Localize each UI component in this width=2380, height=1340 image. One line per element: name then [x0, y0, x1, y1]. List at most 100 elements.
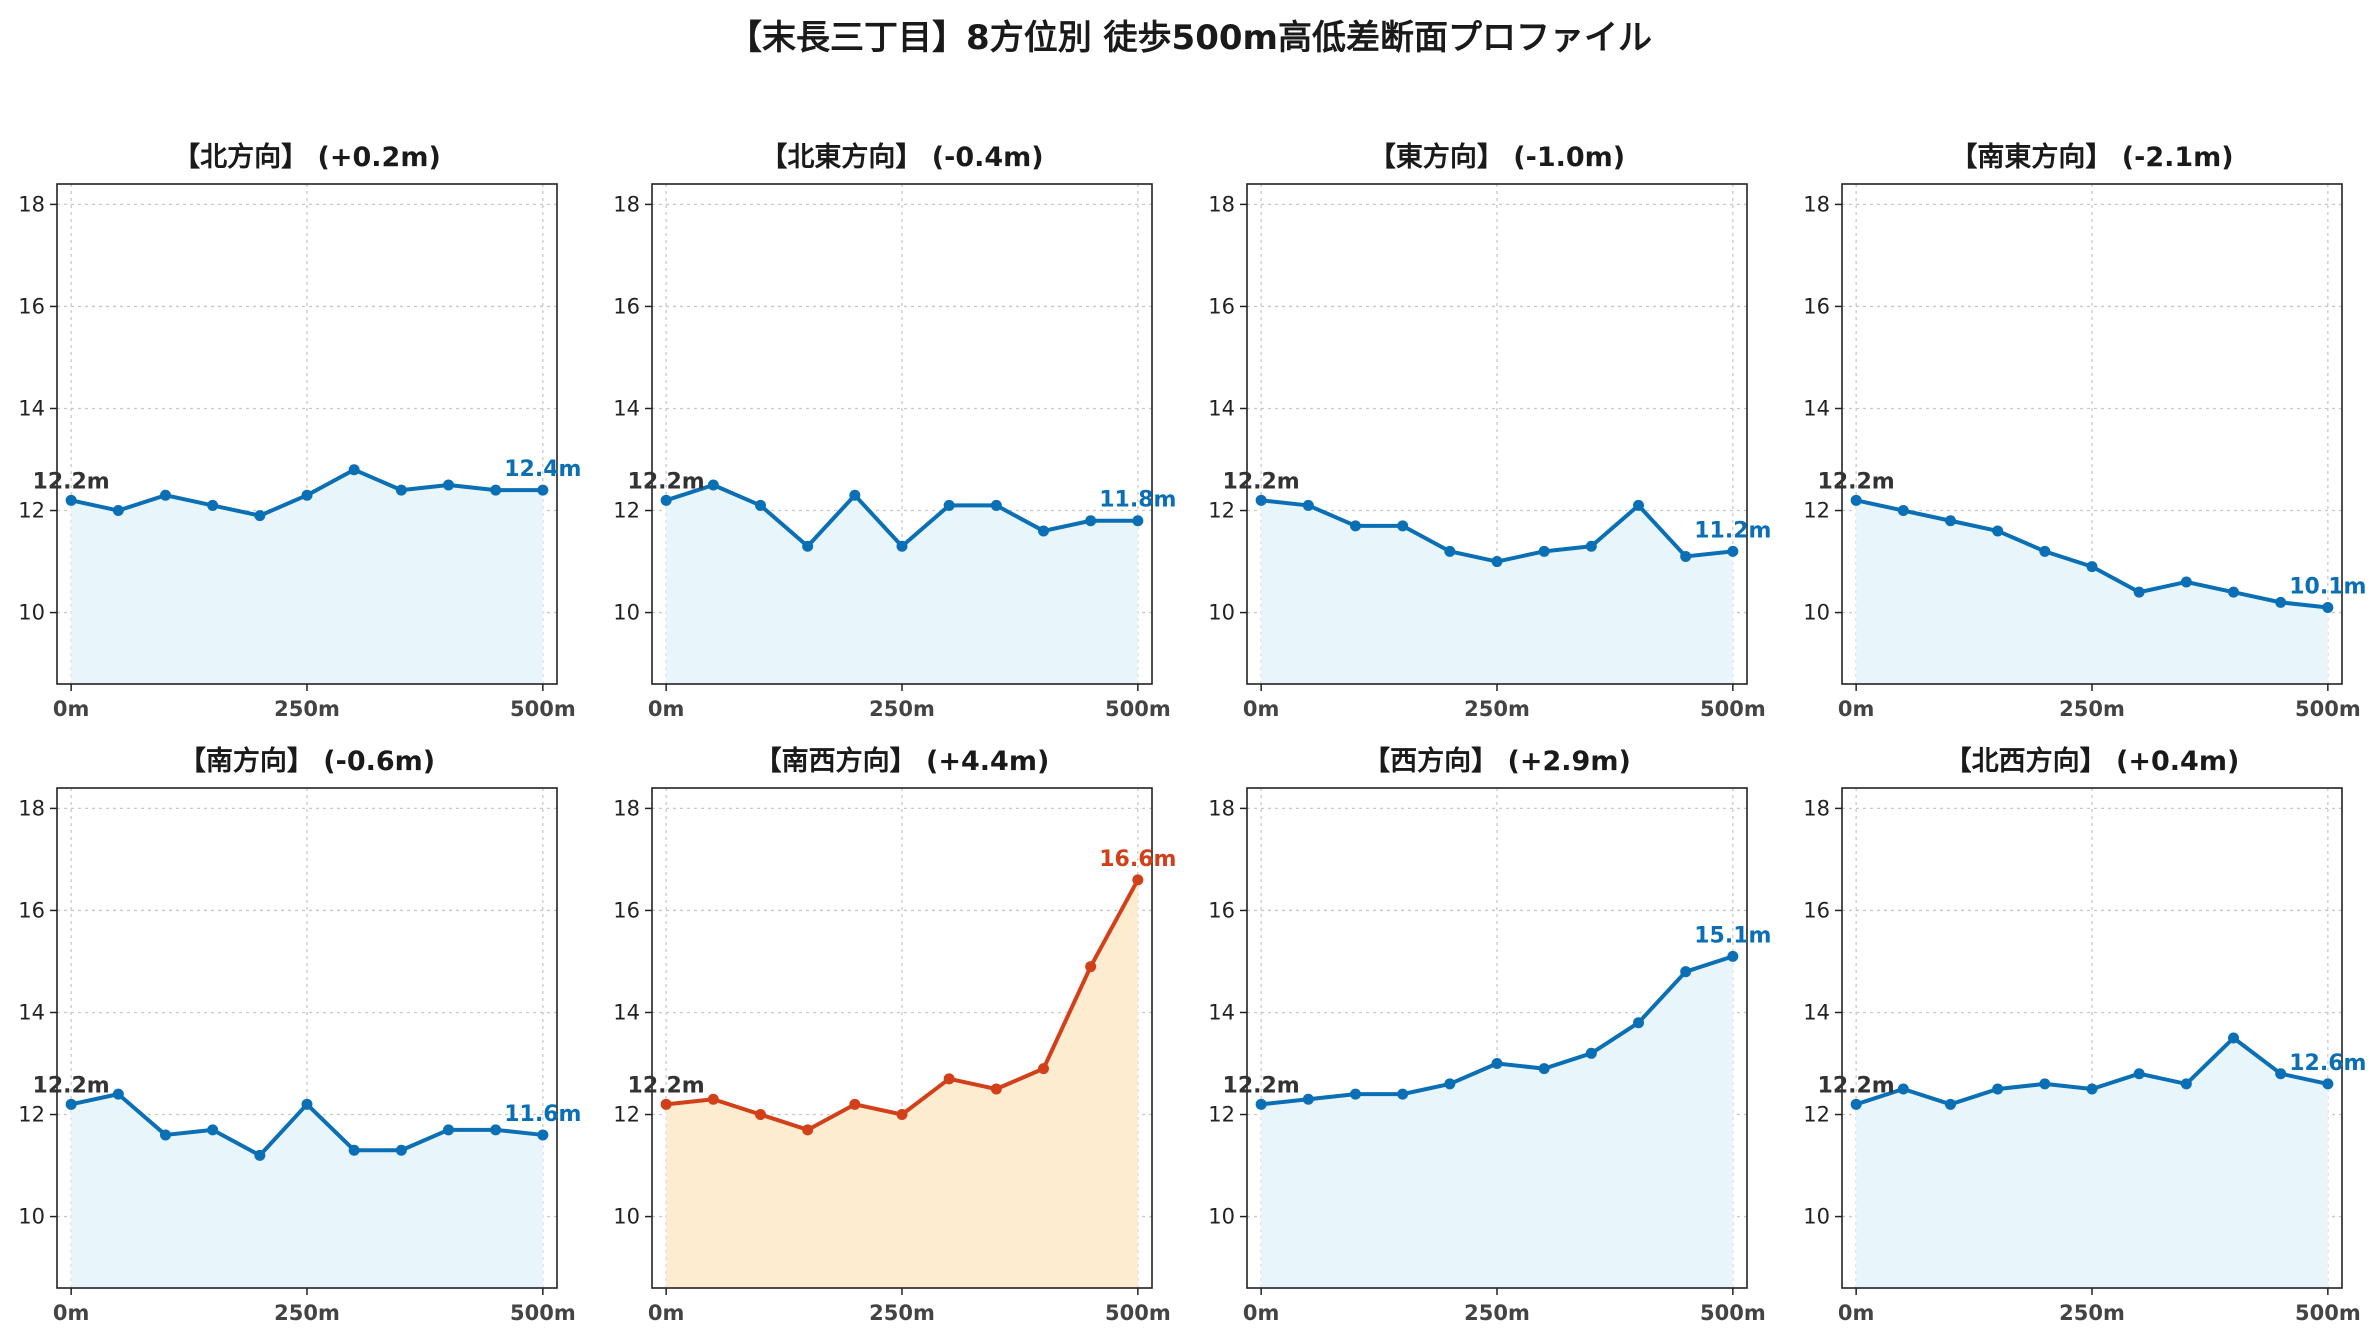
data-point	[443, 1124, 455, 1136]
x-tick-label: 500m	[1700, 1301, 1766, 1325]
area-fill	[1856, 500, 2328, 684]
panel-title: 【南東方向】 (-2.1m)	[1950, 141, 2233, 173]
y-tick-label: 14	[1803, 396, 1830, 420]
start-value-label: 12.2m	[33, 1073, 110, 1098]
data-point	[159, 489, 171, 501]
data-point	[1132, 515, 1144, 527]
start-value-label: 12.2m	[1818, 469, 1895, 494]
data-point	[1255, 1098, 1267, 1110]
y-tick-label: 16	[18, 294, 45, 318]
data-point	[1397, 520, 1409, 532]
panel-title: 【西方向】 (+2.9m)	[1363, 745, 1631, 777]
panel-title: 【東方向】 (-1.0m)	[1369, 141, 1625, 173]
y-tick-label: 10	[613, 1205, 640, 1229]
data-point	[1850, 494, 1862, 506]
data-point	[990, 1083, 1002, 1095]
end-value-label: 11.8m	[1099, 488, 1176, 513]
data-point	[1538, 1063, 1550, 1075]
data-point	[1538, 545, 1550, 557]
y-tick-label: 16	[1803, 898, 1830, 922]
data-point	[754, 499, 766, 511]
x-tick-label: 500m	[2295, 697, 2361, 721]
profile-panel-1: 【北方向】 (+0.2m) 10 12 14 16 18 0m 250m 500m 12.2m 12…	[18, 141, 581, 721]
y-tick-label: 12	[18, 1103, 45, 1127]
data-point	[159, 1129, 171, 1141]
data-point	[207, 1124, 219, 1136]
data-point	[65, 1098, 77, 1110]
y-tick-label: 12	[1803, 499, 1830, 523]
data-point	[802, 540, 814, 552]
data-point	[2086, 1083, 2098, 1095]
y-tick-label: 14	[1208, 1000, 1235, 1024]
y-tick-label: 16	[1803, 294, 1830, 318]
x-tick-label: 0m	[1838, 1301, 1875, 1325]
data-point	[1038, 525, 1050, 537]
data-point	[1992, 1083, 2004, 1095]
data-point	[849, 489, 861, 501]
x-tick-label: 0m	[53, 697, 90, 721]
y-tick-label: 18	[613, 192, 640, 216]
y-tick-label: 10	[1208, 1205, 1235, 1229]
y-tick-label: 18	[1803, 796, 1830, 820]
y-tick-label: 18	[613, 796, 640, 820]
data-point	[1349, 1088, 1361, 1100]
data-point	[1727, 545, 1739, 557]
x-tick-label: 500m	[2295, 1301, 2361, 1325]
y-tick-label: 16	[1208, 898, 1235, 922]
data-point	[348, 464, 360, 476]
data-point	[1444, 1078, 1456, 1090]
data-point	[2322, 1078, 2334, 1090]
data-point	[395, 484, 407, 496]
y-tick-label: 12	[613, 1103, 640, 1127]
end-value-label: 16.6m	[1099, 847, 1176, 872]
data-point	[301, 1098, 313, 1110]
data-point	[1085, 961, 1097, 973]
data-point	[1944, 1098, 1956, 1110]
x-tick-label: 500m	[510, 697, 576, 721]
data-point	[301, 489, 313, 501]
data-point	[2228, 1032, 2240, 1044]
x-tick-label: 500m	[510, 1301, 576, 1325]
y-tick-label: 18	[18, 192, 45, 216]
x-tick-label: 0m	[53, 1301, 90, 1325]
x-tick-label: 250m	[274, 697, 340, 721]
data-point	[537, 484, 549, 496]
data-point	[254, 510, 266, 522]
data-point	[2039, 1078, 2051, 1090]
data-point	[1585, 1047, 1597, 1059]
y-tick-label: 12	[1208, 499, 1235, 523]
start-value-label: 12.2m	[628, 1073, 705, 1098]
x-tick-label: 0m	[1243, 697, 1280, 721]
x-tick-label: 250m	[1464, 1301, 1530, 1325]
x-tick-label: 250m	[274, 1301, 340, 1325]
area-fill	[666, 879, 1138, 1288]
data-point	[2133, 586, 2145, 598]
start-value-label: 12.2m	[33, 469, 110, 494]
end-value-label: 15.1m	[1694, 923, 1771, 948]
data-point	[1897, 505, 1909, 517]
x-tick-label: 250m	[2059, 697, 2125, 721]
data-point	[1944, 515, 1956, 527]
x-tick-label: 250m	[1464, 697, 1530, 721]
y-tick-label: 10	[1803, 601, 1830, 625]
data-point	[1585, 540, 1597, 552]
x-tick-label: 250m	[869, 1301, 935, 1325]
y-tick-label: 10	[613, 601, 640, 625]
data-point	[207, 499, 219, 511]
data-point	[707, 479, 719, 491]
profile-panel-8: 【北西方向】 (+0.4m) 10 12 14 16 18 0m 250m 500m 12.2m 1…	[1803, 745, 2366, 1325]
data-point	[896, 1109, 908, 1121]
start-value-label: 12.2m	[628, 469, 705, 494]
data-point	[1038, 1063, 1050, 1075]
y-tick-label: 14	[1803, 1000, 1830, 1024]
area-fill	[71, 469, 543, 684]
y-tick-label: 14	[613, 1000, 640, 1024]
data-point	[2086, 561, 2098, 573]
data-point	[2275, 596, 2287, 608]
y-tick-label: 10	[1803, 1205, 1830, 1229]
profile-panel-6: 【南西方向】 (+4.4m) 10 12 14 16 18 0m 250m 500m 12.2m 1…	[613, 745, 1176, 1325]
data-point	[1132, 874, 1144, 886]
panel-title: 【南方向】 (-0.6m)	[179, 745, 435, 777]
profile-panel-3: 【東方向】 (-1.0m) 10 12 14 16 18 0m 250m 500m 12.2m 11…	[1208, 141, 1771, 721]
data-point	[2180, 576, 2192, 588]
